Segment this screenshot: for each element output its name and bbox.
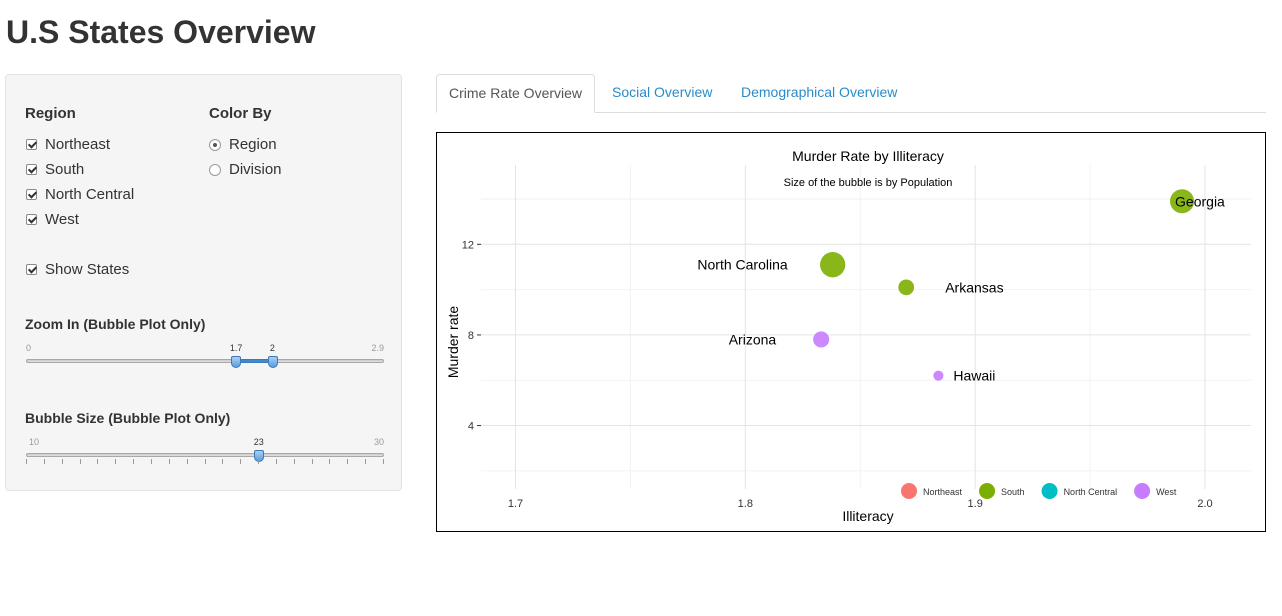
bubble-size-slider[interactable]: 10 30 23 xyxy=(26,437,384,477)
color-by-radio-region[interactable]: Region xyxy=(209,136,277,153)
show-states-checkbox[interactable]: Show States xyxy=(26,261,129,278)
zoom-slider-label: Zoom In (Bubble Plot Only) xyxy=(25,316,206,332)
state-label: Arizona xyxy=(729,331,777,347)
tab-bar: Crime Rate Overview Social Overview Demo… xyxy=(436,74,1266,113)
bubble-point xyxy=(898,279,915,296)
slider-to-handle[interactable] xyxy=(267,356,278,368)
slider-tick xyxy=(133,459,135,464)
slider-tick xyxy=(186,459,188,464)
x-tick-label: 1.9 xyxy=(968,498,983,510)
slider-max-label: 30 xyxy=(373,437,384,447)
slider-track[interactable] xyxy=(26,453,384,457)
slider-track[interactable] xyxy=(26,359,384,363)
slider-tick xyxy=(79,459,81,464)
slider-tick xyxy=(150,459,152,464)
tab-crime-rate-overview[interactable]: Crime Rate Overview xyxy=(436,74,596,113)
color-by-radio-division[interactable]: Division xyxy=(209,161,282,178)
x-tick-label: 2.0 xyxy=(1197,498,1212,510)
y-tick-label: 12 xyxy=(462,239,474,251)
slider-tick xyxy=(26,459,27,464)
state-label: North Carolina xyxy=(697,257,787,273)
x-axis-label: Illiteracy xyxy=(842,508,893,524)
tab-social-overview[interactable]: Social Overview xyxy=(612,84,713,100)
checkbox-icon[interactable] xyxy=(26,139,37,150)
bubble-plot-frame: 4 8 12 1.7 1.8 1.9 2.0 Murder Rate by Illiterac… xyxy=(436,132,1266,532)
checkbox-icon[interactable] xyxy=(26,264,37,275)
region-checkbox-west[interactable]: West xyxy=(26,211,79,228)
state-label: Arkansas xyxy=(945,279,1003,295)
slider-min-label: 10 xyxy=(29,437,40,447)
slider-tick xyxy=(383,459,384,464)
slider-tick xyxy=(168,459,170,464)
region-checkbox-north-central[interactable]: North Central xyxy=(26,186,134,203)
page-title: U.S States Overview xyxy=(6,14,316,50)
checkbox-label: Northeast xyxy=(45,136,111,153)
slider-tick xyxy=(293,459,295,464)
slider-tick xyxy=(240,459,242,464)
bubble-point xyxy=(813,331,830,348)
bubble-point xyxy=(933,370,944,381)
radio-icon[interactable] xyxy=(209,138,221,151)
state-label: Hawaii xyxy=(953,368,995,384)
chart-title: Murder Rate by Illiteracy xyxy=(792,148,944,164)
region-checkbox-northeast[interactable]: Northeast xyxy=(26,136,110,153)
slider-from-handle[interactable] xyxy=(230,356,241,368)
slider-min-label: 0 xyxy=(26,343,32,353)
sidebar-panel: Region Northeast South North Central Wes… xyxy=(5,74,402,491)
radio-label: Region xyxy=(229,136,277,153)
legend-label: West xyxy=(1156,487,1177,497)
slider-tick xyxy=(204,459,206,464)
slider-tick xyxy=(365,459,367,464)
checkbox-icon[interactable] xyxy=(26,189,37,200)
radio-label: Division xyxy=(229,161,282,178)
state-label: Georgia xyxy=(1175,193,1225,209)
slider-max-label: 2.9 xyxy=(371,343,384,353)
checkbox-icon[interactable] xyxy=(26,214,37,225)
chart-subtitle: Size of the bubble is by Population xyxy=(784,177,953,189)
slider-tick xyxy=(347,459,349,464)
x-tick-label: 1.8 xyxy=(738,498,753,510)
y-tick-label: 4 xyxy=(468,421,474,433)
slider-tick xyxy=(275,459,277,464)
zoom-range-slider[interactable]: 0 2.9 1.7 2 xyxy=(26,343,384,383)
bubble-point xyxy=(820,252,846,278)
checkbox-icon[interactable] xyxy=(26,164,37,175)
y-tick-label: 8 xyxy=(468,330,474,342)
slider-tick xyxy=(97,459,99,464)
slider-tick xyxy=(329,459,331,464)
slider-from-label: 1.7 xyxy=(229,343,243,353)
checkbox-label: North Central xyxy=(45,186,135,203)
region-checkbox-south[interactable]: South xyxy=(26,161,84,178)
legend-swatch xyxy=(1134,483,1151,499)
slider-to-label: 2 xyxy=(269,343,275,353)
legend-label: Northeast xyxy=(923,487,963,497)
checkbox-label: South xyxy=(45,161,85,178)
legend-swatch xyxy=(901,483,917,499)
legend-label: North Central xyxy=(1064,487,1118,497)
checkbox-label: Show States xyxy=(45,261,130,278)
y-axis-label: Murder rate xyxy=(445,306,461,379)
bubble-point xyxy=(1170,189,1195,214)
slider-tick xyxy=(61,459,63,464)
bubble-chart: 4 8 12 1.7 1.8 1.9 2.0 Murder Rate by Illiterac… xyxy=(445,148,1251,524)
tab-demographical-overview[interactable]: Demographical Overview xyxy=(741,84,898,100)
legend-swatch xyxy=(1041,483,1058,499)
slider-value-label: 23 xyxy=(253,437,264,447)
region-label: Region xyxy=(25,105,76,122)
color-by-label: Color By xyxy=(209,105,272,122)
checkbox-label: West xyxy=(45,211,79,228)
bubble-size-slider-label: Bubble Size (Bubble Plot Only) xyxy=(25,410,231,426)
slider-tick xyxy=(311,459,313,464)
radio-icon[interactable] xyxy=(209,163,221,176)
slider-tick xyxy=(258,459,260,464)
slider-tick xyxy=(43,459,45,464)
legend-label: South xyxy=(1001,487,1025,497)
slider-tick xyxy=(222,459,224,464)
legend-swatch xyxy=(979,483,996,499)
x-tick-label: 1.7 xyxy=(508,498,523,510)
slider-tick xyxy=(115,459,117,464)
